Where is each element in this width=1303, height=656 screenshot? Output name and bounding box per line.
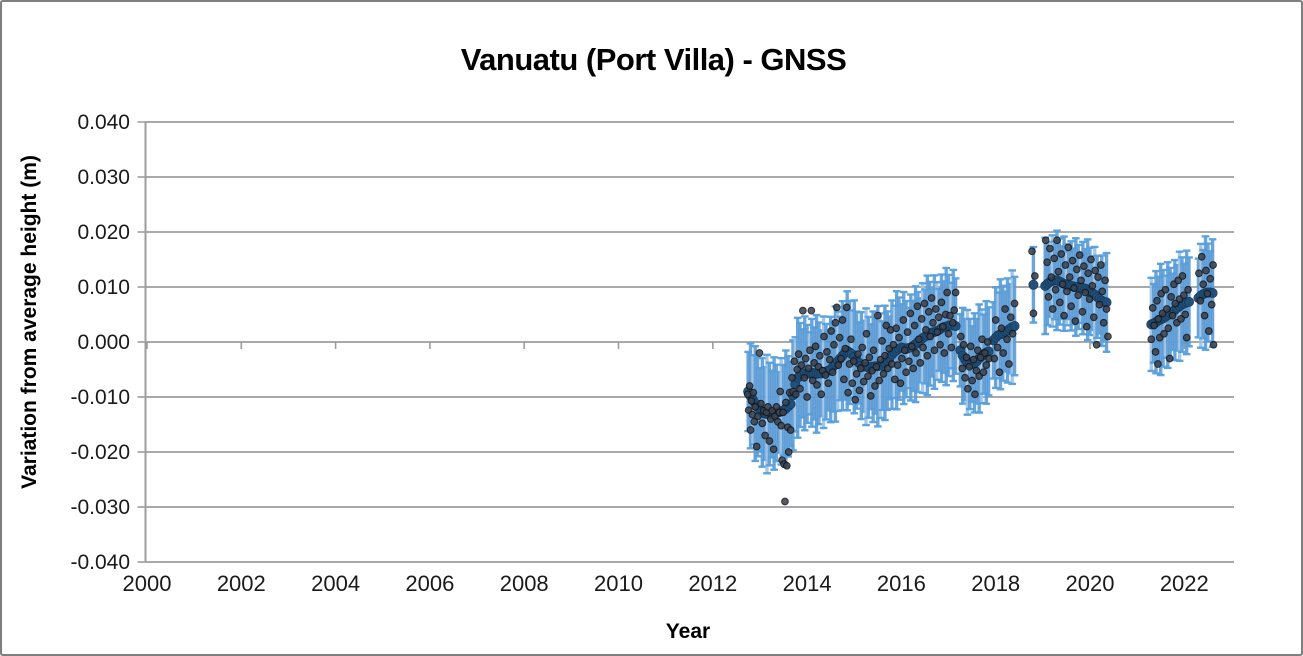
x-tick-labels: 2000 2002 2004 2006 2008 2010 2012 2014 2016 2018…: [123, 571, 1209, 596]
x-tick-label: 2020: [1066, 571, 1115, 596]
x-tick-label: 2000: [123, 571, 172, 596]
x-tick-label: 2010: [594, 571, 643, 596]
x-tick-label: 2012: [688, 571, 737, 596]
y-tick-label: 0.000: [77, 331, 130, 354]
y-tick-label: 0.010: [77, 276, 130, 299]
y-tick-label: -0.040: [70, 551, 130, 574]
x-tick-label: 2014: [783, 571, 832, 596]
x-tick-label: 2018: [971, 571, 1020, 596]
x-tick-label: 2006: [405, 571, 454, 596]
x-tick-label: 2004: [311, 571, 360, 596]
x-tick-label: 2022: [1160, 571, 1209, 596]
x-tick-label: 2008: [500, 571, 549, 596]
x-axis-title: Year: [665, 620, 711, 643]
y-tick-label: 0.030: [77, 166, 130, 189]
y-tick-label: 0.040: [77, 111, 130, 134]
y-tick-label: 0.020: [77, 221, 130, 244]
y-tick-labels: 0.040 0.030 0.020 0.010 0.000 -0.010 -0.020 -0.…: [70, 111, 130, 574]
y-tick-label: -0.030: [70, 496, 130, 519]
chart-title: Vanuatu (Port Villa) - GNSS: [460, 42, 847, 77]
y-tick-label: -0.010: [70, 386, 130, 409]
axes: [137, 121, 1186, 563]
y-tick-label: -0.020: [70, 441, 130, 464]
x-tick-label: 2002: [217, 571, 266, 596]
scatter-points-series: [743, 236, 1218, 506]
x-tick-label: 2016: [877, 571, 926, 596]
gridlines: [145, 121, 1234, 563]
